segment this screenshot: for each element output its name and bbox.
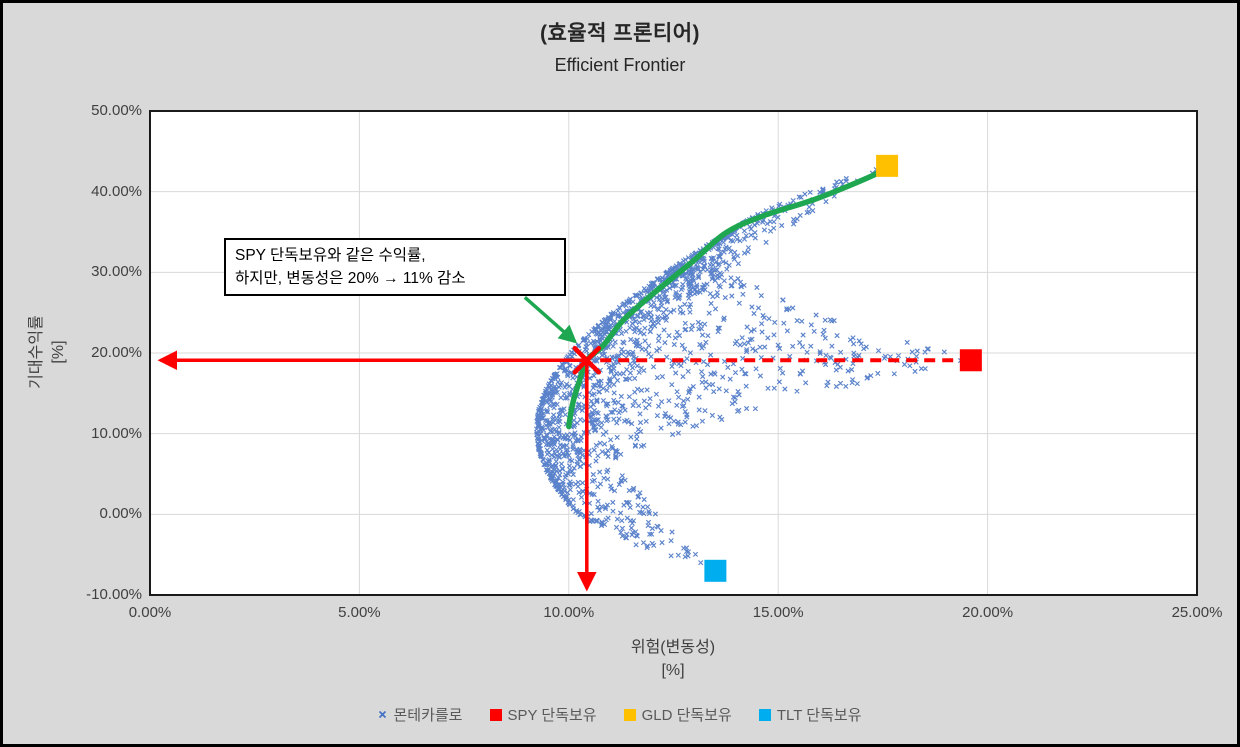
x-tick-label: 25.00% — [1171, 604, 1223, 621]
legend-item-label: SPY 단독보유 — [507, 707, 597, 724]
gld-marker[interactable] — [876, 154, 899, 177]
x-axis-title: 위험(변동성) [%] — [373, 636, 973, 682]
y-tick-label: 20.00% — [91, 344, 142, 361]
legend-item[interactable]: 몬테카를로 — [378, 704, 463, 725]
legend-item[interactable]: GLD 단독보유 — [623, 704, 732, 725]
tlt-marker[interactable] — [704, 559, 727, 582]
y-axis-title-text: 기대수익률 — [28, 315, 45, 389]
x-tick-label: 20.00% — [962, 604, 1014, 621]
x-tick-label: 5.00% — [338, 604, 381, 621]
annotation-arrow — [523, 296, 578, 344]
legend-item[interactable]: SPY 단독보유 — [489, 704, 597, 725]
chart-title: (효율적 프론티어) — [539, 22, 701, 45]
legend-x-marker-icon — [379, 710, 387, 719]
plot-canvas — [149, 110, 1198, 596]
plot-border — [149, 110, 1198, 596]
efficient-frontier-curve — [566, 163, 891, 430]
tangent-cross-marker — [572, 346, 602, 375]
legend-item-label: 몬테카를로 — [393, 707, 463, 724]
y-tick-label: -10.00% — [86, 586, 142, 603]
y-tick-label: 50.00% — [91, 102, 142, 119]
y-tick-label: 40.00% — [91, 182, 142, 200]
legend-square-marker-icon — [758, 708, 771, 721]
spy-marker[interactable] — [959, 349, 982, 372]
x-tick-label: 15.00% — [752, 604, 804, 621]
legend-item-label: TLT 단독보유 — [776, 707, 862, 724]
y-axis-title: 기대수익률 [%] — [26, 252, 70, 452]
y-tick-label: 30.00% — [91, 263, 142, 281]
x-axis-title-text: 위험(변동성) — [630, 639, 716, 656]
legend-item-label: GLD 단독보유 — [641, 707, 732, 724]
x-tick-label: 0.00% — [128, 604, 172, 621]
y-tick-label: 0.00% — [99, 505, 142, 523]
annotation-line-2: 하지만, 변동성은 20% → 11% 감소 — [235, 270, 466, 287]
x-axis-unit: [%] — [661, 662, 685, 679]
y-tick-label: 10.00% — [91, 424, 142, 442]
x-tick-label: 10.00% — [543, 604, 595, 621]
legend-square-marker-icon — [489, 708, 502, 721]
annotation-line-1: SPY 단독보유와 같은 수익률, — [235, 247, 426, 264]
annotation-box[interactable]: SPY 단독보유와 같은 수익률, 하지만, 변동성은 20% → 11% 감소 — [224, 238, 566, 296]
chart-legend: 몬테카를로 SPY 단독보유 GLD 단독보유 TLT 단독보유 — [3, 704, 1237, 725]
chart-subtitle: Efficient Frontier — [554, 55, 686, 75]
legend-item[interactable]: TLT 단독보유 — [758, 704, 862, 725]
y-axis-unit: [%] — [50, 340, 67, 364]
legend-square-marker-icon — [623, 708, 636, 721]
